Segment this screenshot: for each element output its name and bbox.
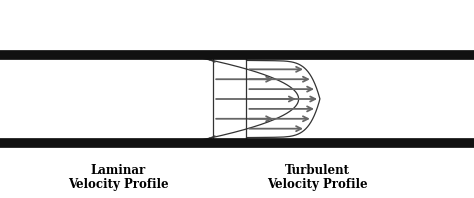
Text: Turbulent: Turbulent [285,164,350,177]
Text: Velocity Profile: Velocity Profile [267,178,368,191]
Text: Laminar: Laminar [91,164,146,177]
Text: Velocity Profile: Velocity Profile [68,178,169,191]
